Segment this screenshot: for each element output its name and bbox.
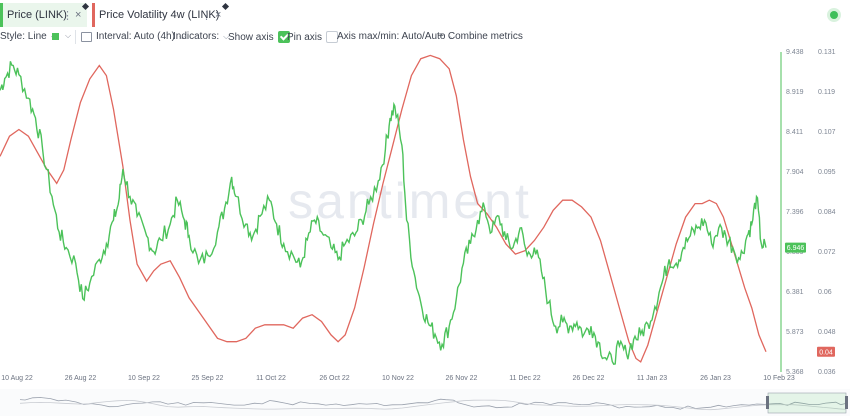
metric-tabs: Price (LINK) ⋮ × Price Volatility 4w (LI… <box>0 0 850 30</box>
chevron-down-icon: ⌵ <box>178 31 186 41</box>
price-tick-label: 5.368 <box>786 369 804 376</box>
price-tick-label: 8.919 <box>786 89 804 96</box>
combine-metrics-button[interactable]: + Combine metrics <box>438 31 523 42</box>
pin-axis-toggle[interactable]: Pin axis <box>287 31 339 43</box>
navigator-price-line <box>19 397 847 410</box>
navigator-volatility-line <box>19 399 847 411</box>
date-tick-label: 26 Aug 22 <box>65 375 97 382</box>
tab-volatility-label: Price Volatility 4w (LINK) <box>99 9 220 21</box>
indicators-select[interactable]: Indicators: ⌵ <box>173 31 229 42</box>
date-tick-label: 26 Oct 22 <box>319 375 349 382</box>
price-tick-label: 7.396 <box>786 209 804 216</box>
navigator-selection-window <box>767 392 847 414</box>
close-icon[interactable]: × <box>75 9 82 21</box>
date-tick-label: 11 Jan 23 <box>637 375 667 382</box>
tab-volatility-link[interactable]: Price Volatility 4w (LINK) ⋮ × <box>92 3 226 27</box>
price-tick-label: 5.873 <box>786 329 804 336</box>
price-tick-label: 8.411 <box>786 129 803 136</box>
volatility-tick-label: 0.107 <box>818 129 836 136</box>
volatility-axis-ticks: 0.131 0.119 0.107 0.095 0.084 0.072 0.06 0.048 0… <box>818 49 836 376</box>
volatility-tick-label: 0.048 <box>818 329 836 336</box>
date-axis-ticks: 10 Aug 22 26 Aug 22 10 Sep 22 25 Sep 22 11 O… <box>1 375 795 382</box>
color-swatch <box>52 32 59 40</box>
navigator-right-handle <box>845 396 848 409</box>
close-icon[interactable]: × <box>215 9 222 21</box>
price-axis-ticks: 9.4388.9198.4117.9047.3966.8896.3815.873… <box>786 49 804 376</box>
volatility-tick-label: 0.084 <box>818 209 836 216</box>
watermark: santiment <box>288 173 532 229</box>
date-tick-label: 10 Aug 22 <box>1 375 33 382</box>
chevron-down-icon: ⌵ <box>449 31 456 41</box>
color-select[interactable]: ⌵ <box>52 31 71 41</box>
divider <box>75 30 76 44</box>
date-tick-label: 11 Oct 22 <box>256 375 286 382</box>
volatility-tick-label: 0.072 <box>818 249 836 256</box>
last-value-badges: 6.946 0.04 <box>785 242 835 357</box>
interval-select[interactable]: Interval: Auto (4h) ⌵ <box>81 31 185 42</box>
date-tick-label: 26 Nov 22 <box>446 375 478 382</box>
live-status-dot <box>830 11 838 19</box>
volatility-tick-label: 0.036 <box>818 369 836 376</box>
show-axis-toggle[interactable]: Show axis <box>228 31 290 43</box>
chevron-down-icon: ⌵ <box>223 31 230 41</box>
date-tick-label: 10 Sep 22 <box>128 375 160 382</box>
combine-metrics-label: Combine metrics <box>447 31 523 42</box>
axis-maxmin-select[interactable]: Axis max/min: Auto/Auto ⌵ <box>337 31 455 42</box>
chevron-down-icon: ⌵ <box>65 31 72 40</box>
check-icon[interactable] <box>277 31 290 43</box>
date-tick-label: 25 Sep 22 <box>192 375 224 382</box>
interval-icon <box>81 31 92 42</box>
date-tick-label: 26 Jan 23 <box>700 375 731 382</box>
price-series-line <box>0 61 767 365</box>
price-last-value-badge <box>785 242 806 253</box>
volatility-last-value-badge <box>817 346 835 357</box>
volatility-tick-label: 0.119 <box>818 89 835 96</box>
axis-maxmin-label: Axis max/min: Auto/Auto <box>337 31 446 42</box>
pin-axis-label: Pin axis <box>287 31 323 43</box>
volatility-tick-label: 0.095 <box>818 169 836 176</box>
style-label: Style: Line <box>0 31 47 42</box>
volatility-last-value-label: 0.04 <box>819 349 833 356</box>
navigator-left-handle <box>766 396 769 409</box>
interval-label: Interval: Auto (4h) <box>96 31 175 42</box>
volatility-tick-label: 0.06 <box>818 289 832 296</box>
plus-icon: + <box>438 31 444 42</box>
date-tick-label: 10 Nov 22 <box>382 375 414 382</box>
tab-price-label: Price (LINK) <box>7 9 67 21</box>
volatility-tick-label: 0.131 <box>818 49 836 56</box>
more-vertical-icon[interactable]: ⋮ <box>62 9 73 22</box>
price-tick-label: 7.904 <box>786 169 804 176</box>
pin-axis-checkbox[interactable] <box>326 31 339 43</box>
tab-price-link[interactable]: Price (LINK) ⋮ × <box>0 3 87 27</box>
timeline-navigator[interactable] <box>0 389 850 416</box>
more-vertical-icon[interactable]: ⋮ <box>201 9 212 22</box>
indicators-label: Indicators: <box>173 31 220 42</box>
date-tick-label: 26 Dec 22 <box>573 375 605 382</box>
date-tick-label: 10 Feb 23 <box>763 375 795 382</box>
price-last-value-label: 6.946 <box>787 245 805 252</box>
volatility-series-line <box>0 54 767 363</box>
price-tick-label: 9.438 <box>786 49 804 56</box>
date-tick-label: 11 Dec 22 <box>509 375 540 382</box>
show-axis-label: Show axis <box>228 31 274 43</box>
price-tick-label: 6.381 <box>786 289 804 296</box>
